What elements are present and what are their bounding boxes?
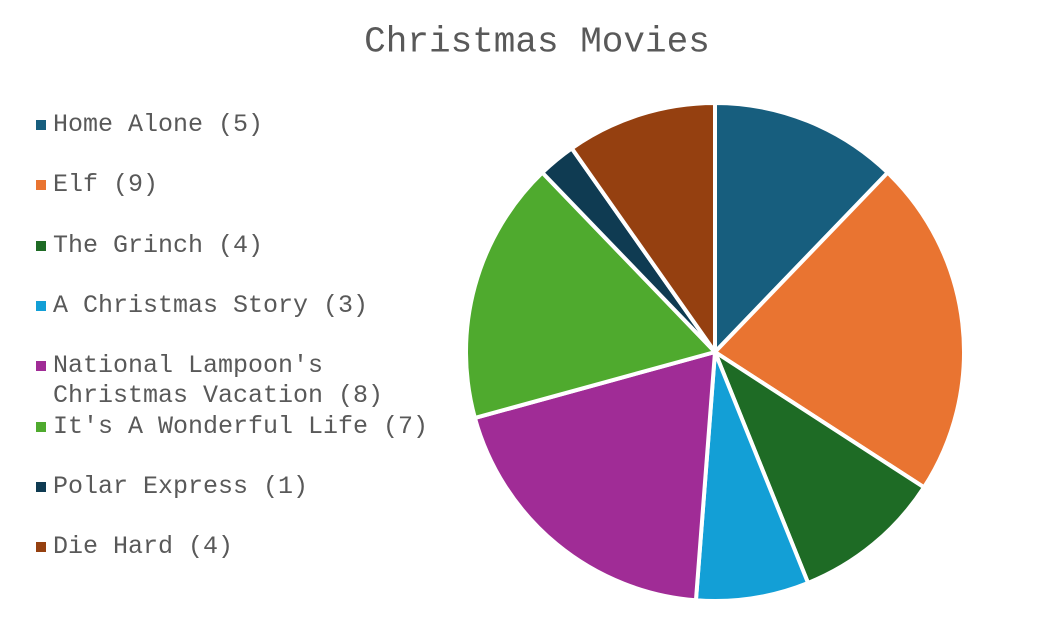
legend-item: Die Hard (4) [36,532,436,562]
legend-item: Home Alone (5) [36,110,436,140]
pie-slice [569,101,717,354]
pie-slice [713,350,927,585]
legend-label: A Christmas Story (3) [53,290,369,320]
pie-slice [713,101,890,354]
legend-label: The Grinch (4) [53,230,264,260]
legend-marker [36,240,46,251]
legend-item: The Grinch (4) [36,231,436,261]
pie-slice [464,170,717,420]
legend-label: Elf (9) [53,170,159,200]
chart-title: Christmas Movies [364,22,710,63]
legend-marker [36,300,46,311]
legend-label: National Lampoon's Christmas Vacation (8… [53,351,384,411]
legend-item: Elf (9) [36,170,436,200]
legend-item: National Lampoon's Christmas Vacation (8… [36,351,436,411]
pie-slice [713,170,966,490]
legend-label: Polar Express (1) [53,471,309,501]
legend-item: A Christmas Story (3) [36,291,436,321]
legend-label: Home Alone (5) [53,110,264,139]
legend-label: Die Hard (4) [53,532,234,562]
legend-marker [36,361,46,372]
legend-marker [36,180,46,191]
legend-item: Polar Express (1) [36,472,436,502]
legend-item: It's A Wonderful Life (7) [36,412,436,442]
pie-slice [693,350,811,603]
legend-marker [36,421,46,432]
pie-slice [472,350,717,603]
legend-marker [36,542,46,553]
legend-label: It's A Wonderful Life (7) [53,411,429,441]
legend-marker [36,120,46,130]
legend-marker [36,481,46,492]
